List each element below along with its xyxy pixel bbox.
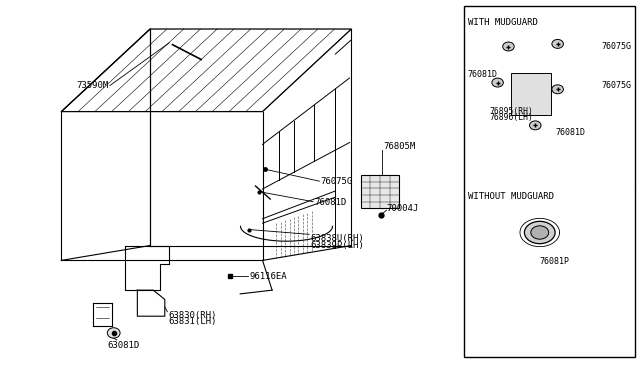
Text: 76081D: 76081D: [556, 128, 586, 137]
Text: 76075G: 76075G: [602, 42, 632, 51]
Text: 76895(RH): 76895(RH): [490, 107, 533, 116]
Ellipse shape: [502, 42, 514, 51]
Text: WITH MUDGUARD: WITH MUDGUARD: [468, 18, 538, 27]
Ellipse shape: [108, 328, 120, 338]
Text: R7670090: R7670090: [549, 348, 596, 357]
Bar: [361, 175, 399, 208]
Ellipse shape: [524, 221, 555, 244]
Text: WITHOUT MUDGUARD: WITHOUT MUDGUARD: [468, 192, 554, 201]
Text: 70004J: 70004J: [387, 204, 419, 213]
Ellipse shape: [492, 78, 503, 87]
Ellipse shape: [552, 39, 563, 48]
Text: 76075G: 76075G: [602, 81, 632, 90]
Text: 96116EA: 96116EA: [249, 272, 287, 280]
Text: 76805M: 76805M: [383, 142, 415, 151]
Ellipse shape: [552, 85, 563, 94]
Bar: [511, 73, 550, 115]
Text: 76081D: 76081D: [314, 198, 346, 207]
Ellipse shape: [529, 121, 541, 130]
Text: 76896(LH): 76896(LH): [490, 113, 533, 122]
Text: 76081D: 76081D: [468, 70, 497, 79]
Text: 63081D: 63081D: [108, 341, 140, 350]
Text: 76075G: 76075G: [321, 177, 353, 186]
Bar: [464, 6, 635, 357]
Text: 73590M: 73590M: [76, 81, 109, 90]
Text: 63838U(RH): 63838U(RH): [310, 234, 364, 243]
Text: 63831(LH): 63831(LH): [168, 317, 217, 326]
Ellipse shape: [531, 226, 548, 239]
Text: 76081P: 76081P: [540, 257, 570, 266]
Text: 63839P(LH): 63839P(LH): [310, 241, 364, 250]
Text: 63830(RH): 63830(RH): [168, 311, 217, 320]
